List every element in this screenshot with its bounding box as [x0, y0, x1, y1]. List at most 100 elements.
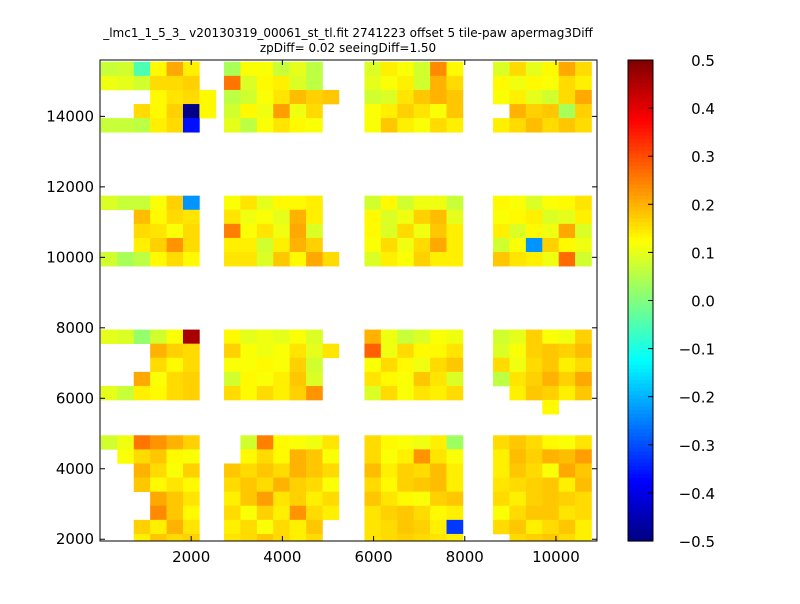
heatmap-cell: [166, 371, 184, 387]
colorbar-segment: [628, 105, 653, 110]
colorbar-segment: [628, 247, 653, 253]
heatmap-cell: [364, 435, 382, 450]
heatmap-cell: [182, 449, 200, 464]
heatmap-cell: [430, 435, 447, 450]
colorbar-segment: [628, 507, 653, 512]
heatmap-cell: [397, 195, 414, 211]
heatmap-cell: [322, 435, 340, 450]
heatmap-cell: [397, 533, 414, 541]
colorbar-segment: [628, 138, 653, 144]
heatmap-cell: [446, 237, 464, 253]
heatmap-cell: [289, 61, 307, 77]
heatmap-cell: [413, 118, 431, 133]
heatmap-cell: [558, 385, 576, 401]
heatmap-cell: [493, 195, 510, 211]
heatmap-cell: [133, 237, 151, 253]
heatmap-cell: [182, 343, 200, 359]
heatmap-cell: [166, 118, 184, 133]
colorbar-segment: [628, 447, 653, 452]
plot-frame: [99, 59, 598, 542]
colorbar-segment: [628, 469, 653, 474]
y-tick-label: 2000: [56, 530, 94, 548]
heatmap-cell: [289, 195, 307, 211]
colorbar-segment: [628, 214, 653, 219]
heatmap-cell: [150, 463, 167, 478]
heatmap-cell: [150, 61, 167, 77]
heatmap-cell: [240, 371, 258, 387]
heatmap-cell: [306, 435, 323, 450]
heatmap-cell: [166, 505, 184, 521]
colorbar: −0.5 −0.4 −0.3 −0.2 −0.1 0.0 0.1 0.2 0.3 0.4 0.5: [627, 52, 715, 551]
colorbar-segment: [628, 338, 653, 343]
heatmap-cell: [446, 519, 464, 535]
heatmap-cell: [446, 435, 464, 450]
heatmap-cell: [322, 477, 340, 492]
x-tick-label: 10000: [532, 548, 580, 566]
colorbar-segment: [628, 176, 653, 181]
heatmap-cell: [397, 463, 414, 478]
heatmap-cell: [380, 195, 398, 211]
heatmap-cell: [240, 237, 258, 253]
heatmap-cell: [446, 505, 464, 521]
heatmap-cell: [446, 118, 464, 133]
heatmap-cell: [224, 519, 241, 535]
heatmap-cell: [542, 533, 559, 541]
colorbar-segment: [628, 477, 653, 482]
heatmap-cell: [509, 61, 527, 77]
heatmap-cell: [380, 477, 398, 492]
heatmap-cell: [430, 252, 447, 267]
heatmap-cell: [150, 505, 167, 521]
heatmap-cell: [525, 505, 543, 521]
heatmap-cell: [493, 118, 510, 133]
heatmap-cell: [224, 357, 241, 373]
heatmap-cell: [182, 61, 200, 77]
heatmap-cell: [150, 223, 167, 239]
heatmap-cell: [575, 435, 592, 450]
colorbar-segment: [628, 424, 653, 429]
heatmap-cell: [430, 371, 447, 387]
heatmap-cell: [397, 252, 414, 267]
heatmap-cell: [525, 357, 543, 373]
heatmap-cell: [542, 357, 559, 373]
heatmap-cell: [256, 329, 274, 344]
heatmap-cell: [493, 519, 510, 535]
colorbar-segment: [628, 150, 653, 155]
heatmap-cell: [256, 519, 274, 535]
heatmap-cell: [240, 252, 258, 267]
heatmap-cell: [240, 519, 258, 535]
colorbar-segment: [628, 289, 653, 294]
heatmap-cell: [224, 118, 241, 133]
heatmap-cell: [306, 223, 323, 239]
heatmap-cell: [413, 209, 431, 225]
colorbar-segment: [628, 157, 653, 163]
heatmap-cell: [289, 463, 307, 478]
heatmap-cell: [446, 223, 464, 239]
heatmap-cell: [525, 104, 543, 119]
x-tick-label: 2000: [172, 548, 210, 566]
heatmap-cell: [166, 252, 184, 267]
colorbar-segment: [628, 353, 653, 358]
heatmap-cell: [322, 89, 340, 105]
heatmap-cell: [306, 75, 323, 91]
colorbar-segment: [628, 93, 653, 99]
heatmap-cell: [413, 533, 431, 541]
colorbar-segment: [628, 398, 653, 403]
heatmap-cell: [509, 209, 527, 225]
heatmap-cell: [150, 491, 167, 507]
heatmap-cell: [256, 491, 274, 507]
colorbar-segment: [628, 123, 653, 129]
heatmap-cell: [430, 343, 447, 359]
heatmap-cell: [397, 75, 414, 91]
heatmap-cell: [273, 449, 290, 464]
colorbar-tick-label: 0.4: [691, 100, 715, 118]
heatmap-cell: [289, 104, 307, 119]
heatmap-cell: [199, 89, 217, 105]
heatmap-cell: [430, 533, 447, 541]
heatmap-cell: [273, 477, 290, 492]
heatmap-cell: [364, 505, 382, 521]
heatmap-cell: [273, 209, 290, 225]
heatmap-cell: [224, 477, 241, 492]
colorbar-segment: [628, 97, 653, 102]
heatmap-cell: [558, 519, 576, 535]
heatmap-cell: [397, 385, 414, 401]
